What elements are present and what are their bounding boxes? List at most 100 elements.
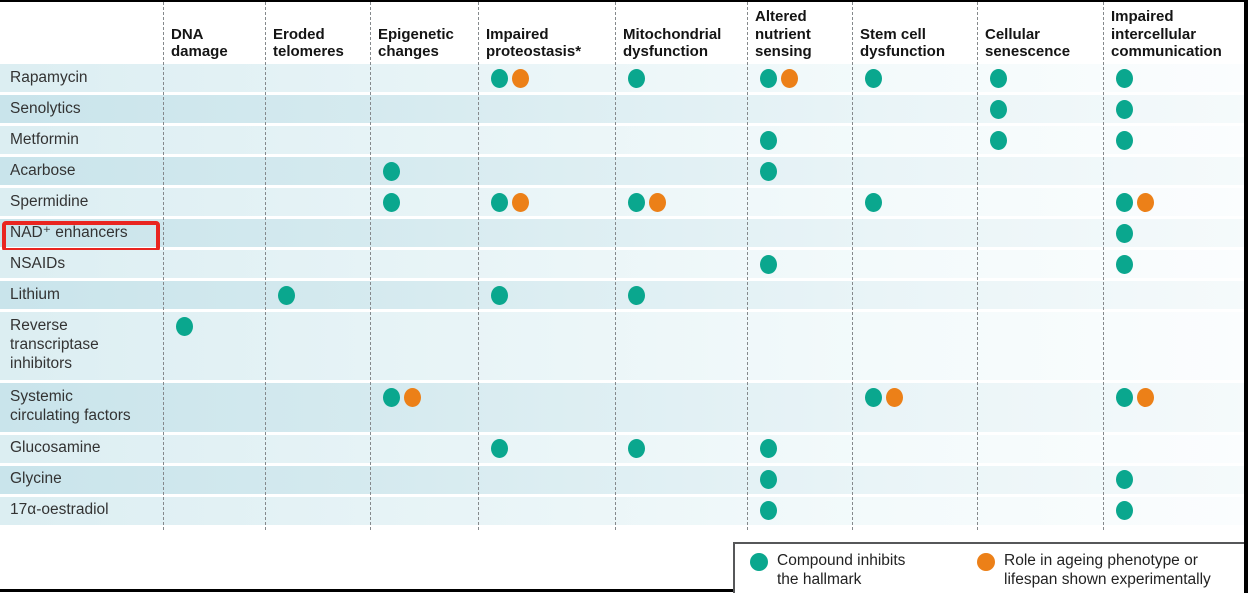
column-divider [1103, 2, 1104, 530]
column-header: DNA damage [163, 26, 265, 64]
column-divider [265, 2, 266, 530]
column-divider [478, 2, 479, 530]
table-row: Glycine [0, 465, 1248, 494]
column-header: Impaired intercellular communication [1103, 8, 1248, 64]
inhibits-dot-icon [628, 192, 645, 212]
column-header: Altered nutrient sensing [747, 8, 852, 64]
matrix-cell [478, 68, 615, 88]
inhibits-dot-icon [990, 99, 1007, 119]
matrix-cell [977, 68, 1103, 88]
inhibits-dot-icon [1116, 470, 1133, 490]
table-row: Lithium [0, 281, 1248, 309]
matrix-cell [615, 439, 747, 459]
matrix-cell [747, 254, 852, 274]
matrix-cell [163, 317, 265, 336]
column-header: Eroded telomeres [265, 26, 370, 64]
legend: Compound inhibits the hallmark Role in a… [733, 542, 1248, 593]
inhibits-dot-icon [760, 470, 777, 490]
matrix-cell [370, 192, 478, 212]
column-header: Mitochondrial dysfunction [615, 26, 747, 64]
column-header: Stem cell dysfunction [852, 26, 977, 64]
row-label: Systemic circulating factors [10, 387, 131, 424]
matrix-cell [1103, 470, 1248, 490]
matrix-cell [747, 470, 852, 490]
column-header-label: Epigenetic changes [378, 25, 454, 61]
column-header-label: Cellular senescence [985, 25, 1071, 61]
table-row: Reverse transcriptase inhibitors [0, 312, 1248, 380]
matrix-cell [852, 192, 977, 212]
matrix-cell [1103, 223, 1248, 243]
matrix-cell [478, 285, 615, 305]
inhibits-dot-icon [865, 387, 882, 407]
table-row: Glucosamine [0, 434, 1248, 463]
inhibits-dot-icon [628, 285, 645, 305]
column-header-label: Mitochondrial dysfunction [623, 25, 722, 61]
inhibits-dot-icon [491, 439, 508, 459]
inhibits-dot-icon [865, 192, 882, 212]
matrix-cell [478, 192, 615, 212]
inhibits-dot-icon [760, 68, 777, 88]
experimental-dot-icon [649, 192, 666, 212]
inhibits-dot-icon [383, 161, 400, 181]
inhibits-dot-icon [1116, 501, 1133, 521]
row-label: Senolytics [10, 99, 81, 117]
column-divider [370, 2, 371, 530]
table-row: Spermidine [0, 188, 1248, 216]
column-headers: DNA damage Eroded telomeres Epigenetic cha… [0, 2, 1248, 64]
inhibits-dot-icon [750, 553, 768, 571]
legend-label-inhibits: Compound inhibits the hallmark [777, 552, 906, 589]
inhibits-dot-icon [176, 317, 193, 336]
matrix-cell [1103, 68, 1248, 88]
table-row: Senolytics [0, 95, 1248, 123]
column-divider [852, 2, 853, 530]
column-header-label: Impaired proteostasis* [486, 25, 582, 61]
inhibits-dot-icon [760, 254, 777, 274]
experimental-dot-icon [977, 553, 995, 571]
inhibits-dot-icon [383, 387, 400, 407]
matrix-cell [265, 285, 370, 305]
column-divider [977, 2, 978, 530]
inhibits-dot-icon [760, 439, 777, 459]
row-label: Lithium [10, 285, 60, 303]
row-label: Acarbose [10, 161, 76, 179]
inhibits-dot-icon [383, 192, 400, 212]
row-label: Reverse transcriptase inhibitors [10, 317, 99, 372]
row-label: NSAIDs [10, 254, 66, 272]
inhibits-dot-icon [1116, 99, 1133, 119]
matrix-cell [1103, 254, 1248, 274]
table-row: NAD⁺ enhancers [0, 219, 1248, 252]
inhibits-dot-icon [760, 130, 777, 150]
row-label: Glucosamine [10, 439, 101, 457]
experimental-dot-icon [781, 68, 798, 88]
experimental-dot-icon [512, 68, 529, 88]
inhibits-dot-icon [990, 68, 1007, 88]
column-header: Epigenetic changes [370, 26, 478, 64]
matrix-cell [852, 387, 977, 407]
matrix-cell [747, 439, 852, 459]
annotation-box [2, 220, 160, 252]
inhibits-dot-icon [865, 68, 882, 88]
legend-item-inhibits: Compound inhibits the hallmark [750, 551, 977, 593]
experimental-dot-icon [404, 387, 421, 407]
experimental-dot-icon [1137, 192, 1154, 212]
column-header-label: Eroded telomeres [273, 25, 344, 61]
inhibits-dot-icon [491, 68, 508, 88]
matrix-cell [370, 161, 478, 181]
column-header-label: Altered nutrient sensing [755, 7, 812, 61]
inhibits-dot-icon [1116, 192, 1133, 212]
inhibits-dot-icon [1116, 387, 1133, 407]
row-label: 17α-oestradiol [10, 501, 109, 519]
column-header-label: Impaired intercellular communication [1111, 7, 1222, 61]
top-border-line [0, 0, 1248, 2]
inhibits-dot-icon [760, 501, 777, 521]
matrix-cell [478, 439, 615, 459]
row-label: Rapamycin [10, 68, 88, 86]
matrix-cell [747, 501, 852, 521]
matrix-cell [852, 68, 977, 88]
matrix-cell [747, 161, 852, 181]
matrix-cell [1103, 99, 1248, 119]
column-header-label: Stem cell dysfunction [860, 25, 945, 61]
row-label: Spermidine [10, 192, 89, 210]
matrix-cell [1103, 387, 1248, 407]
